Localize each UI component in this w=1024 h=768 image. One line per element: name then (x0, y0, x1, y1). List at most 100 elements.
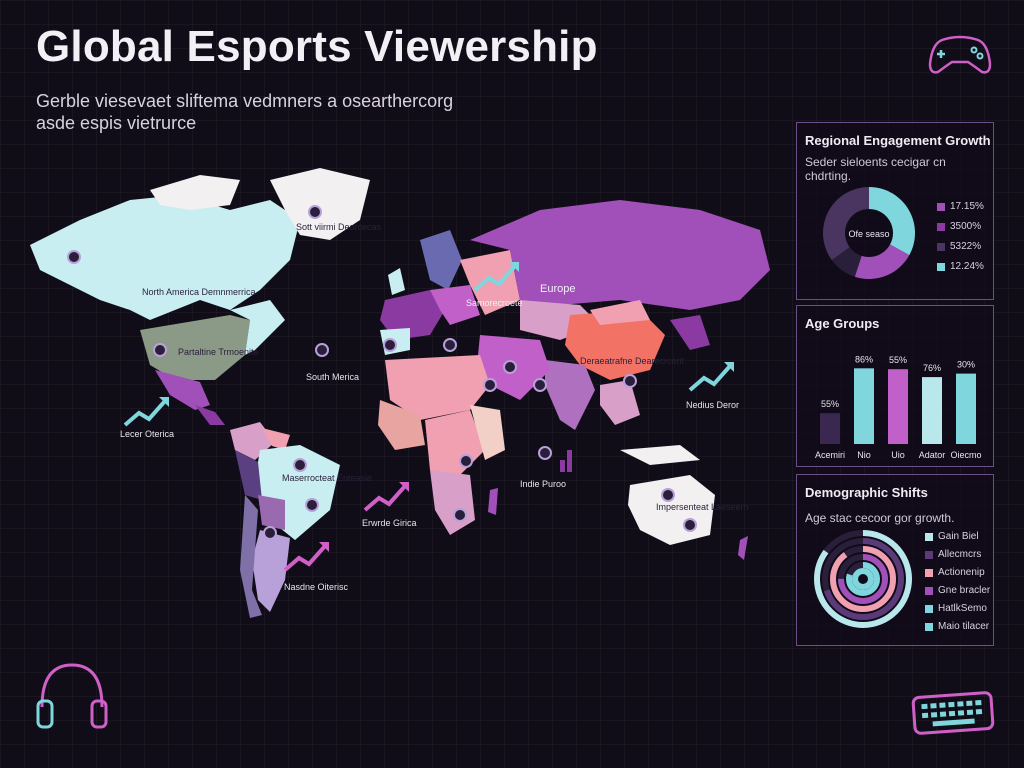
region-greenland (270, 168, 370, 240)
age-panel-title: Age Groups (805, 316, 880, 331)
regional-donut-chart: Ofe seaso (823, 187, 915, 279)
age-bar-value-label: 86% (855, 354, 873, 364)
legend-label: Gain Biel (938, 531, 979, 542)
demographic-panel-title: Demographic Shifts (805, 485, 928, 500)
label-north-america: North America Demnmerrica (142, 287, 256, 297)
demographic-panel-text: Age stac cecoor gor growth. (805, 511, 955, 525)
legend-label: 5322% (950, 241, 982, 252)
region-peru (235, 450, 262, 500)
region-venezuela (262, 428, 290, 450)
age-bar (854, 368, 874, 444)
region-east-africa (470, 405, 505, 460)
donut-slice (854, 244, 910, 279)
age-bar-value-label: 76% (923, 363, 941, 373)
growth-arrow-north-america (123, 397, 169, 427)
legend-swatch (937, 202, 945, 211)
age-category-label: Acemiri (815, 450, 845, 460)
label-brazil: Maserrocteat Enteasie (282, 473, 372, 483)
label-australia: Impersenteat Laeseern (656, 502, 749, 512)
label-europe: Europe (540, 283, 575, 295)
label-china: Deraeatrafne Dearecrcerit (580, 356, 685, 366)
demographic-shifts-panel: Demographic Shifts Age stac cecoor gor g… (796, 474, 994, 646)
region-madagascar (488, 488, 498, 515)
headphones-icon (36, 663, 108, 729)
legend-swatch (937, 222, 945, 231)
legend-label: HatlkSemo (938, 603, 987, 614)
legend-swatch (925, 532, 933, 541)
region-chile (240, 495, 262, 618)
region-argentina (252, 530, 290, 612)
region-uk (388, 268, 405, 295)
age-category-label: Adator (919, 450, 946, 460)
legend-swatch (937, 242, 945, 251)
region-mexico (155, 370, 210, 410)
region-east-europe (460, 250, 520, 315)
legend-label: Allecmcrs (938, 549, 982, 560)
demographic-ring-chart (814, 530, 912, 628)
age-category-label: Oiecmo (950, 450, 981, 460)
legend-item: Gain Biel (925, 531, 979, 542)
legend-item: 17.15% (937, 201, 984, 212)
legend-item: 3500% (937, 221, 981, 232)
legend-label: Maio tilacer (938, 621, 990, 632)
legend-item: HatlkSemo (925, 603, 987, 614)
ring-arc (830, 546, 896, 612)
region-west-africa (378, 400, 425, 450)
age-bar (956, 373, 976, 444)
location-markers (67, 205, 697, 540)
regional-engagement-panel: Regional Engagement Growth Seder sieloen… (796, 122, 994, 300)
legend-label: 17.15% (950, 201, 984, 212)
label-central-europe: Samorecroete (466, 298, 523, 308)
region-china (565, 310, 665, 380)
region-india (545, 360, 595, 430)
region-usa-east (230, 300, 285, 355)
legend-label: 3500% (950, 221, 982, 232)
growth-arrow-europe (473, 262, 519, 292)
keyboard-icon (911, 691, 995, 735)
regional-panel-text: Seder sieloents cecigar cn chdrting. (805, 155, 946, 183)
donut-slice (823, 187, 869, 261)
legend-swatch (925, 550, 933, 559)
region-north-africa (385, 355, 490, 420)
label-greenland: Sott viirmi Deorcecas (296, 222, 382, 232)
ring-arc (822, 538, 904, 620)
growth-arrow-south-america (283, 542, 329, 572)
age-category-label: Uio (891, 450, 905, 460)
donut-slice (869, 187, 915, 256)
age-bar-value-label: 55% (889, 355, 907, 365)
legend-item: Maio tilacer (925, 621, 989, 632)
page-title: Global Esports Viewership (36, 22, 598, 71)
bar-icon-india (560, 450, 572, 472)
age-bar-value-label: 55% (821, 399, 839, 409)
legend-swatch (925, 604, 933, 613)
region-southeast-asia (600, 380, 640, 425)
legend-label: 12.24% (950, 261, 984, 272)
region-russia (470, 200, 770, 310)
legend-label: Actionenip (938, 567, 985, 578)
age-category-label: Nio (857, 450, 871, 460)
ring-arc (846, 562, 880, 596)
region-alaska-canada (30, 195, 300, 320)
ring-arc (838, 554, 888, 604)
page-subtitle: Gerble viesevaet sliftema vedmners a ose… (36, 91, 454, 133)
region-indonesia (620, 445, 700, 465)
region-scandinavia (420, 230, 462, 290)
legend-label: Gne bracler (938, 585, 991, 596)
age-bar-value-label: 30% (957, 360, 975, 370)
region-arctic-islands (150, 175, 240, 210)
label-south-merica: South Merica (306, 372, 359, 382)
age-groups-panel: Age Groups 55% Acemiri 86% Nio 55% Uio 76% Adat… (796, 305, 994, 467)
label-nedius-deror: Nedius Deror (686, 400, 739, 410)
legend-item: Gne bracler (925, 585, 990, 596)
region-central-europe (430, 285, 480, 325)
legend-item: 5322% (937, 241, 981, 252)
age-bar (888, 369, 908, 444)
regional-donut-center-label: Ofe seaso (848, 229, 889, 239)
age-bar (820, 413, 840, 444)
label-lecer-oterica: Lecer Oterica (120, 429, 174, 439)
regional-panel-title: Regional Engagement Growth (805, 133, 991, 148)
legend-item: Allecmcrs (925, 549, 981, 560)
region-bolivia (258, 495, 285, 530)
region-korea-japan (670, 315, 710, 350)
label-erwrde-girica: Erwrde Girica (362, 518, 417, 528)
